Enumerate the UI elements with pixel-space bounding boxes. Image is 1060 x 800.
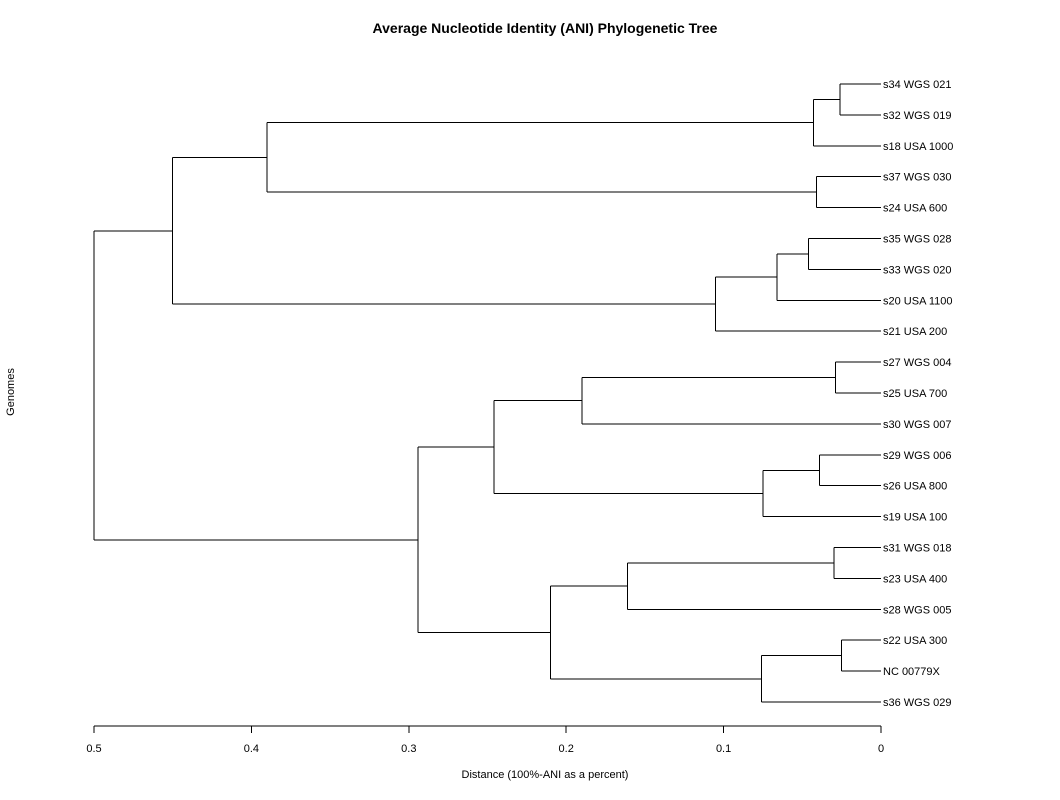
leaf-label: s34 WGS 021 xyxy=(883,79,951,91)
leaf-label: s20 USA 1100 xyxy=(883,295,953,307)
leaf-label: s29 WGS 006 xyxy=(883,450,951,462)
leaf-label: NC 00779X xyxy=(883,666,941,678)
leaf-label: s22 USA 300 xyxy=(883,635,947,647)
x-tick-label: 0 xyxy=(878,743,884,755)
x-axis-label: Distance (100%-ANI as a percent) xyxy=(461,769,629,781)
x-tick-label: 0.2 xyxy=(559,743,574,755)
leaf-label: s19 USA 100 xyxy=(883,512,947,524)
leaf-label: s26 USA 800 xyxy=(883,481,947,493)
x-tick-label: 0.1 xyxy=(716,743,731,755)
x-tick-label: 0.4 xyxy=(244,743,259,755)
leaf-label: s18 USA 1000 xyxy=(883,141,953,153)
leaf-label: s32 WGS 019 xyxy=(883,110,951,122)
leaf-label: s36 WGS 029 xyxy=(883,697,951,709)
leaf-label: s28 WGS 005 xyxy=(883,604,951,616)
leaf-label: s24 USA 600 xyxy=(883,203,947,215)
leaf-label: s23 USA 400 xyxy=(883,573,947,585)
x-tick-label: 0.5 xyxy=(86,743,101,755)
leaf-label: s31 WGS 018 xyxy=(883,543,951,555)
leaf-label: s25 USA 700 xyxy=(883,388,947,400)
leaf-label: s21 USA 200 xyxy=(883,326,947,338)
leaf-label: s27 WGS 004 xyxy=(883,357,951,369)
x-tick-label: 0.3 xyxy=(401,743,416,755)
leaf-label: s30 WGS 007 xyxy=(883,419,951,431)
leaf-label: s37 WGS 030 xyxy=(883,172,951,184)
leaf-label: s33 WGS 020 xyxy=(883,264,951,276)
leaf-label: s35 WGS 028 xyxy=(883,234,951,246)
chart-title: Average Nucleotide Identity (ANI) Phylog… xyxy=(372,20,718,36)
